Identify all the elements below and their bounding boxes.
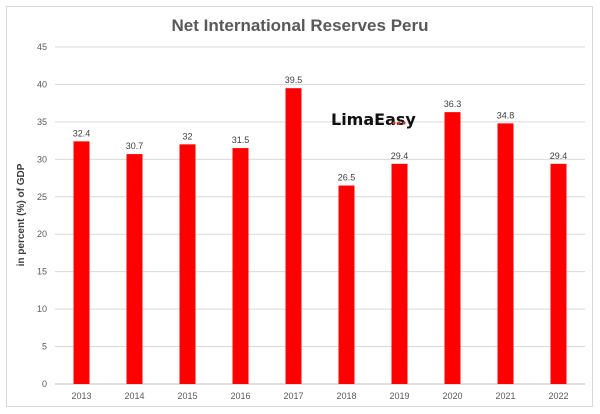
bar-2014: [126, 154, 143, 384]
data-label: 31.5: [232, 135, 250, 145]
chart-frame: [6, 6, 593, 407]
y-tick-label: 0: [42, 379, 47, 389]
data-label: 39.5: [285, 75, 303, 85]
x-tick-label: 2016: [230, 391, 250, 401]
data-label: 32: [182, 131, 192, 141]
bar-2016: [232, 148, 249, 384]
bar-2020: [444, 112, 461, 385]
y-tick-label: 40: [37, 79, 47, 89]
y-tick-label: 20: [37, 229, 47, 239]
y-tick-label: 5: [42, 342, 47, 352]
watermark-logo: LimaEasy: [331, 110, 416, 129]
x-tick-label: 2022: [548, 391, 568, 401]
data-label: 34.8: [497, 110, 515, 120]
data-label: 29.4: [391, 151, 409, 161]
y-tick-label: 10: [37, 304, 47, 314]
y-tick-label: 35: [37, 117, 47, 127]
data-label: 32.4: [73, 128, 91, 138]
data-label: 29.4: [550, 151, 568, 161]
x-tick-label: 2020: [442, 391, 462, 401]
bar-2018: [338, 185, 355, 384]
bar-2015: [179, 144, 196, 384]
data-label: 26.5: [338, 173, 356, 183]
watermark-text: LimaEasy: [331, 110, 416, 129]
x-tick-label: 2014: [124, 391, 144, 401]
x-tick-label: 2017: [283, 391, 303, 401]
y-tick-label: 15: [37, 267, 47, 277]
data-label: 30.7: [126, 141, 144, 151]
chart-title: Net International Reserves Peru: [172, 16, 429, 35]
x-tick-label: 2013: [71, 391, 91, 401]
y-tick-label: 45: [37, 42, 47, 52]
bar-2022: [550, 163, 567, 384]
x-tick-label: 2015: [177, 391, 197, 401]
bar-2013: [73, 141, 90, 384]
bar-2021: [497, 123, 514, 385]
bar-2019: [391, 163, 408, 384]
y-tick-label: 25: [37, 192, 47, 202]
x-tick-label: 2021: [495, 391, 515, 401]
x-tick-label: 2018: [336, 391, 356, 401]
y-axis-label: in percent (%) of GDP: [16, 163, 27, 266]
bar-2017: [285, 88, 302, 384]
data-label: 36.3: [444, 99, 462, 109]
y-tick-label: 30: [37, 154, 47, 164]
x-tick-label: 2019: [389, 391, 409, 401]
